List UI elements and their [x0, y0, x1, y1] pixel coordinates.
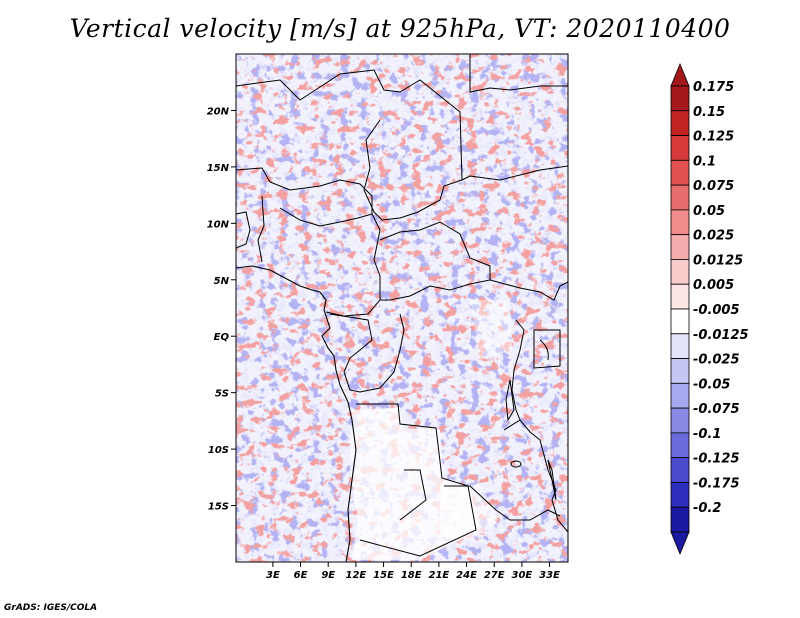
- colorbar-swatch: [670, 432, 690, 459]
- colorbar-swatch: [670, 209, 690, 236]
- x-tick-label: 3E: [266, 570, 280, 581]
- colorbar-label: -0.05: [693, 377, 730, 392]
- colorbar-label: -0.2: [693, 501, 721, 516]
- lakes: [505, 339, 557, 501]
- x-tick-label: 30E: [512, 570, 533, 581]
- x-tick-label: 21E: [429, 570, 450, 581]
- colorbar-swatch: [670, 135, 690, 161]
- colorbar-label: 0.05: [693, 204, 725, 219]
- vertical-velocity-field: [236, 54, 568, 562]
- y-tick-label: 10N: [207, 219, 230, 230]
- colorbar-swatch: [670, 482, 690, 508]
- y-tick-label: 15S: [208, 502, 229, 513]
- colorbar-swatch: [670, 382, 690, 409]
- country-borders: [236, 54, 568, 562]
- colorbar-label: -0.1: [693, 427, 721, 442]
- colorbar-swatch: [670, 234, 690, 260]
- y-tick-label: 20N: [207, 106, 230, 117]
- colorbar-label: 0.025: [693, 229, 734, 244]
- colorbar-swatch: [670, 333, 690, 359]
- colorbar-top-cap: [670, 62, 690, 87]
- colorbar-swatch: [670, 259, 690, 285]
- colorbar-label: 0.075: [693, 179, 734, 194]
- colorbar-label: -0.0125: [693, 328, 749, 343]
- plot-frame: [235, 53, 569, 563]
- x-tick-label: 27E: [484, 570, 505, 581]
- colorbar-swatch: [670, 457, 690, 483]
- y-tick-label: 5N: [214, 276, 230, 287]
- colorbar-label: -0.075: [693, 402, 740, 417]
- latitude-axis: 20N 15N 10N 5N EQ 5S 10S 15S: [207, 106, 236, 513]
- colorbar-swatch: [670, 85, 690, 112]
- x-tick-label: 12E: [346, 570, 367, 581]
- colorbar-label: -0.005: [693, 303, 740, 318]
- colorbar-swatch: [670, 184, 690, 211]
- colorbar-swatch: [670, 308, 690, 335]
- colorbar-label: 0.0125: [693, 253, 743, 268]
- y-tick-label: 10S: [208, 445, 229, 456]
- x-tick-label: 18E: [401, 570, 422, 581]
- colorbar-swatch: [670, 358, 690, 384]
- colorbar-swatch: [670, 110, 690, 136]
- x-tick-label: 6E: [294, 570, 308, 581]
- colorbar-swatch: [670, 506, 690, 533]
- y-tick-label: EQ: [214, 332, 230, 343]
- x-tick-label: 9E: [321, 570, 335, 581]
- colorbar-label: -0.175: [693, 476, 740, 491]
- colorbar-label: -0.125: [693, 452, 740, 467]
- colorbar-swatch: [670, 407, 690, 434]
- colorbar-label: 0.175: [693, 80, 734, 95]
- colorbar-swatch: [670, 283, 690, 310]
- colorbar-bottom-cap: [670, 531, 690, 556]
- y-tick-label: 5S: [215, 389, 229, 400]
- colorbar-label: 0.1: [693, 154, 716, 169]
- colorbar-label: 0.125: [693, 130, 734, 145]
- colorbar: 0.175 0.15 0.125 0.1 0.075 0.05 0.025 0.0125 0.0…: [670, 62, 749, 556]
- x-tick-label: 24E: [456, 570, 477, 581]
- x-tick-label: 15E: [373, 570, 394, 581]
- map-title: Vertical velocity [m/s] at 925hPa, VT: 2…: [69, 14, 731, 43]
- x-tick-label: 33E: [539, 570, 560, 581]
- colorbar-label: 0.005: [693, 278, 734, 293]
- longitude-axis: 3E 6E 9E 12E 15E 18E 21E 24E 27E 30E 33E: [266, 562, 560, 581]
- colorbar-label: -0.025: [693, 353, 740, 368]
- y-tick-label: 15N: [207, 163, 230, 174]
- colorbar-label: 0.15: [693, 105, 725, 120]
- grads-credit: GrADS: IGES/COLA: [4, 603, 98, 613]
- colorbar-swatch: [670, 159, 690, 186]
